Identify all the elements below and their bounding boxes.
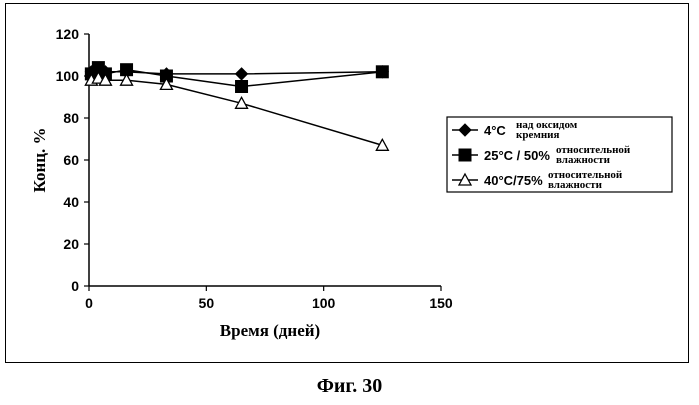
y-tick-label: 40 [63, 194, 79, 210]
legend: 4°Cнад оксидомкремния25°C / 50%относител… [447, 117, 672, 192]
legend-entry-label: 25°C / 50% [484, 148, 550, 163]
legend-entry-sub: влажности [548, 179, 603, 191]
data-point [376, 66, 388, 78]
y-tick-label: 120 [56, 26, 80, 42]
series-25c-50rh [85, 62, 388, 93]
data-point [236, 81, 248, 93]
y-tick-label: 20 [63, 236, 79, 252]
chart: 020406080100120050100150 4°Cнад оксидомк… [0, 0, 699, 370]
x-tick-label: 50 [199, 295, 215, 311]
y-tick-label: 0 [71, 278, 79, 294]
y-axis-title: Конц. % [30, 127, 49, 192]
legend-marker [459, 149, 471, 161]
figure-caption: Фиг. 30 [0, 375, 699, 398]
legend-entry-label: 40°C/75% [484, 173, 543, 188]
data-point [236, 68, 248, 80]
y-tick-label: 60 [63, 152, 79, 168]
legend-entry-sub: влажности [556, 154, 611, 166]
series-layer [85, 62, 388, 151]
x-tick-label: 150 [429, 295, 453, 311]
x-axis-title: Время (дней) [220, 321, 320, 340]
x-tick-label: 0 [85, 295, 93, 311]
axes: 0 20 40 60 80 100 120 0 50 100 150 [56, 26, 453, 311]
legend-entry-sub: кремния [516, 129, 560, 141]
y-tick-label: 80 [63, 110, 79, 126]
legend-entry-label: 4°C [484, 123, 506, 138]
y-tick-label: 100 [56, 68, 80, 84]
x-tick-label: 100 [312, 295, 336, 311]
